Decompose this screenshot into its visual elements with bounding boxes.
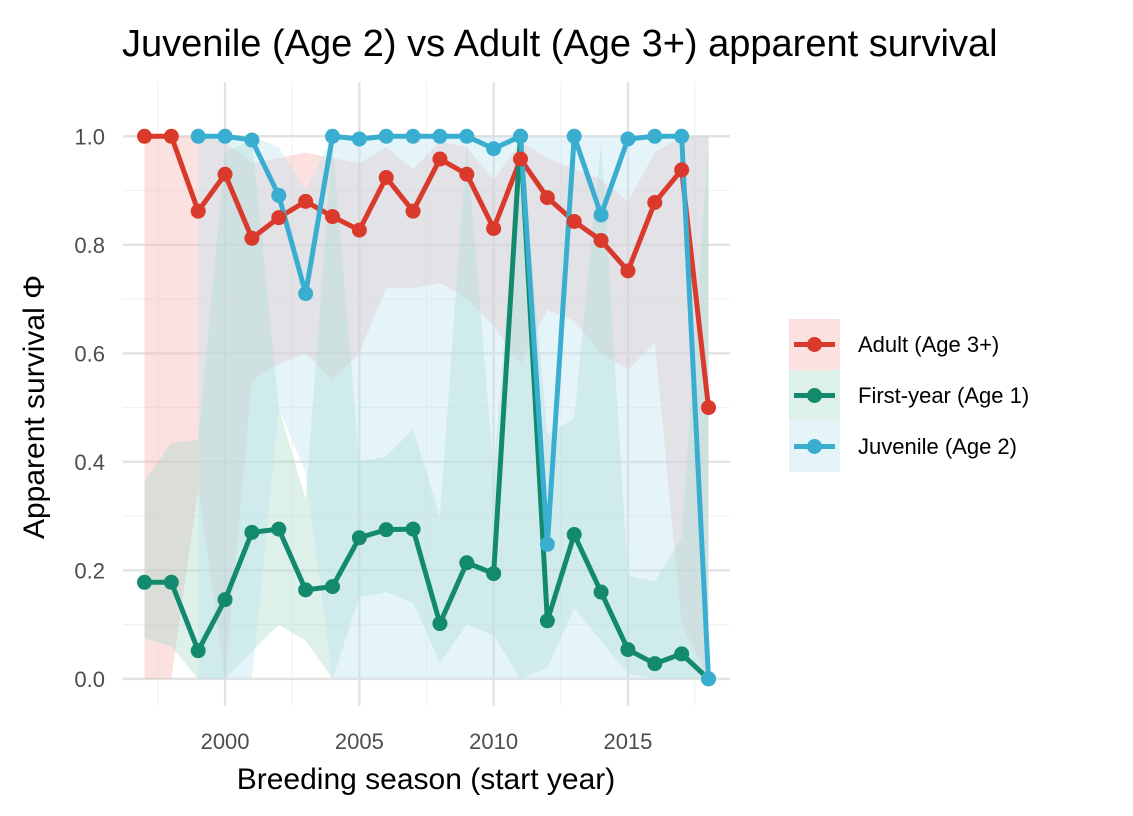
juvenile-age-2-point — [674, 128, 690, 144]
first-year-age-1-point — [271, 521, 287, 537]
legend-label-juvenile-age-2: Juvenile (Age 2) — [858, 434, 1017, 459]
first-year-age-1-point — [298, 582, 314, 598]
juvenile-age-2-point — [217, 128, 233, 144]
juvenile-age-2-point — [701, 671, 717, 687]
legend-key-first-year-age-1 — [789, 370, 840, 421]
y-axis-tick-labels: 0.0 0.2 0.4 0.6 0.8 1.0 — [74, 124, 105, 692]
juvenile-age-2-point — [244, 132, 260, 148]
juvenile-age-2-point — [566, 128, 582, 144]
grid-lines — [123, 82, 730, 706]
juvenile-age-2-point — [459, 128, 475, 144]
y-tick-label: 0.2 — [74, 558, 105, 583]
juvenile-age-2-point — [190, 128, 206, 144]
legend-label-adult-age-3: Adult (Age 3+) — [858, 332, 999, 357]
adult-age-3-point — [432, 151, 448, 167]
first-year-age-1-point — [324, 579, 340, 595]
first-year-age-1-point — [405, 521, 421, 537]
legend: Adult (Age 3+) First-year (Age 1) Juvenile… — [789, 319, 1029, 472]
x-tick-label: 2015 — [603, 729, 652, 754]
first-year-age-1-point — [190, 643, 206, 659]
juvenile-age-2-point — [432, 128, 448, 144]
first-year-age-1-point — [244, 524, 260, 540]
y-tick-label: 0.0 — [74, 667, 105, 692]
first-year-age-1-point — [620, 642, 636, 658]
adult-age-3-point — [566, 213, 582, 229]
legend-label-first-year-age-1: First-year (Age 1) — [858, 383, 1029, 408]
chart-title: Juvenile (Age 2) vs Adult (Age 3+) appar… — [122, 23, 998, 65]
x-tick-label: 2005 — [335, 729, 384, 754]
x-tick-label: 2000 — [201, 729, 250, 754]
adult-age-3-line — [144, 133, 711, 408]
first-year-age-1-point — [378, 522, 394, 538]
x-axis-tick-labels: 2000 2005 2010 2015 — [201, 729, 653, 754]
juvenile-age-2-point — [324, 128, 340, 144]
juvenile-age-2-point — [351, 131, 367, 147]
first-year-age-1-point — [351, 530, 367, 546]
adult-age-3-point — [163, 128, 179, 144]
y-tick-label: 0.4 — [74, 450, 105, 475]
adult-age-3-point — [190, 203, 206, 219]
juvenile-age-2-point — [271, 187, 287, 203]
first-year-age-1-line — [144, 133, 711, 681]
adult-age-3-point — [298, 193, 314, 209]
x-axis-title: Breeding season (start year) — [237, 763, 616, 796]
y-tick-label: 1.0 — [74, 124, 105, 149]
juvenile-age-2-point — [647, 128, 663, 144]
adult-age-3-point — [351, 222, 367, 238]
juvenile-age-2-point — [378, 128, 394, 144]
y-axis-title: Apparent survival Φ — [18, 275, 51, 539]
first-year-age-1-point — [217, 592, 233, 608]
first-year-age-1-point — [459, 555, 475, 571]
first-year-age-1-point — [539, 613, 555, 629]
first-year-age-1-point — [432, 616, 448, 632]
juvenile-age-2-point — [539, 536, 555, 552]
adult-age-3-point — [244, 230, 260, 246]
adult-age-3-point — [701, 400, 717, 416]
juvenile-age-2-point — [620, 131, 636, 147]
y-tick-label: 0.6 — [74, 341, 105, 366]
adult-age-3-point — [486, 221, 502, 237]
adult-age-3-point — [539, 190, 555, 206]
first-year-age-1-point — [566, 527, 582, 543]
adult-age-3-point — [324, 209, 340, 225]
x-tick-label: 2010 — [469, 729, 518, 754]
adult-age-3-point — [136, 128, 152, 144]
legend-key-juvenile-age-2 — [789, 421, 840, 472]
legend-key-adult-age-3 — [789, 319, 840, 370]
first-year-age-1-point — [163, 574, 179, 590]
juvenile-age-2-point — [513, 128, 529, 144]
first-year-age-1-point — [674, 646, 690, 662]
first-year-age-1-point — [647, 656, 663, 672]
adult-age-3-point — [378, 169, 394, 185]
first-year-age-1-point — [593, 584, 609, 600]
adult-age-3-point — [647, 194, 663, 210]
adult-age-3-point — [217, 166, 233, 182]
juvenile-age-2-point — [298, 286, 314, 302]
adult-age-3-point — [593, 232, 609, 248]
adult-age-3-point — [513, 151, 529, 167]
adult-age-3-point — [271, 210, 287, 226]
y-tick-label: 0.8 — [74, 233, 105, 258]
juvenile-age-2-point — [593, 207, 609, 223]
adult-age-3-point — [405, 203, 421, 219]
juvenile-age-2-point — [405, 128, 421, 144]
adult-age-3-point — [459, 166, 475, 182]
series-points — [136, 128, 717, 687]
first-year-age-1-point — [136, 574, 152, 590]
juvenile-age-2-point — [486, 141, 502, 157]
adult-age-3-point — [620, 263, 636, 279]
adult-age-3-point — [674, 162, 690, 178]
first-year-age-1-point — [486, 566, 502, 582]
